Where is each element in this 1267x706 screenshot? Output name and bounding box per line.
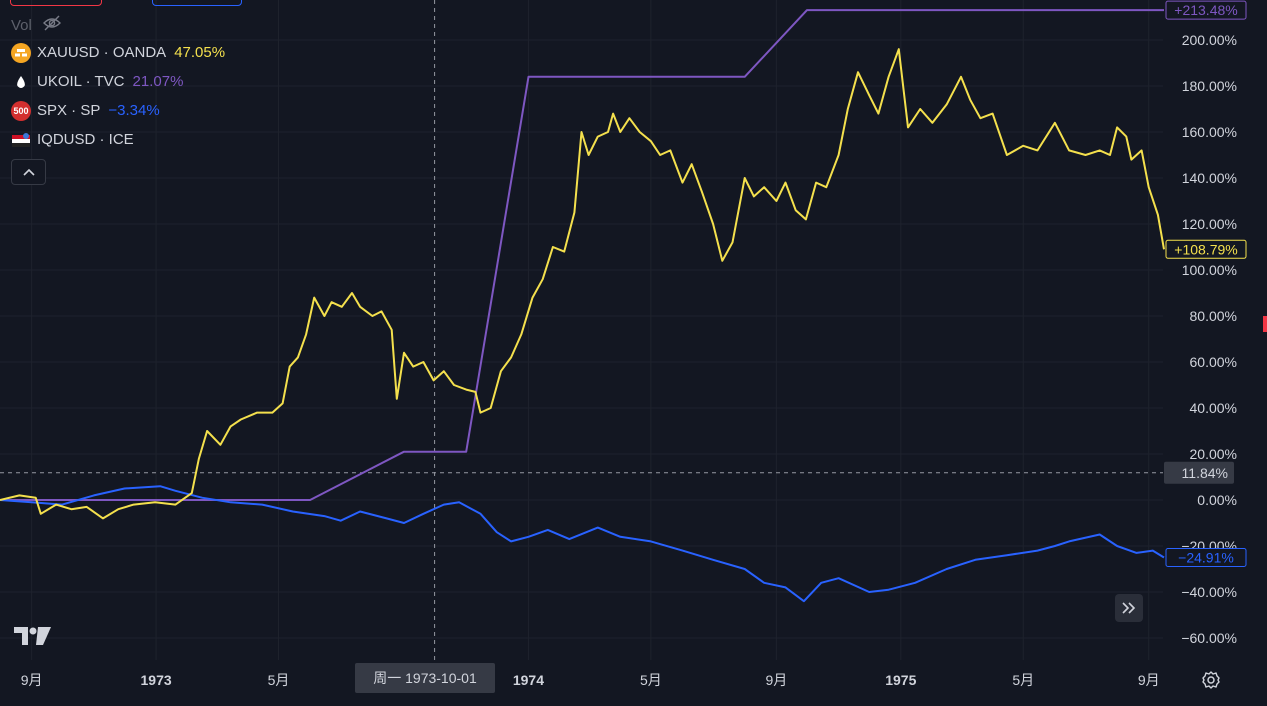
currency-flag-icon — [11, 130, 31, 150]
last-value-label: −24.91% — [1178, 550, 1234, 566]
y-tick-label: 140.00% — [1182, 170, 1237, 186]
sp500-badge-icon: 500 — [11, 100, 31, 121]
legend: Vol XAUUSD · OANDA 47.05% UKOIL · TVC 21… — [11, 12, 225, 154]
legend-item-spx[interactable]: 500 SPX · SP −3.34% — [11, 96, 225, 125]
legend-symbol: IQDUSD · ICE — [37, 131, 134, 148]
crosshair-value-badge — [1164, 461, 1234, 484]
y-tick-label: 120.00% — [1182, 216, 1237, 232]
y-tick-label: 160.00% — [1182, 124, 1237, 140]
legend-value: 47.05% — [174, 44, 226, 61]
series-line-ukoil — [0, 9, 1164, 501]
double-chevron-right-icon — [1122, 602, 1136, 614]
y-tick-label: 200.00% — [1182, 32, 1237, 48]
price-scale-alert-marker — [1263, 316, 1267, 332]
y-tick-label: 60.00% — [1190, 354, 1237, 370]
y-tick-label: −40.00% — [1181, 584, 1237, 600]
chevron-up-icon — [22, 168, 35, 176]
legend-collapse-button[interactable] — [11, 159, 46, 185]
legend-symbol: SPX · SP — [37, 102, 101, 119]
vol-label: Vol — [11, 16, 32, 34]
oil-drop-icon — [11, 72, 31, 92]
gold-bars-icon — [11, 42, 31, 63]
top-button-blue[interactable] — [152, 0, 242, 6]
legend-value: −3.34% — [108, 102, 160, 119]
top-button-red[interactable] — [10, 0, 102, 6]
last-value-label: +213.48% — [1174, 2, 1237, 18]
x-tick-label: 5月 — [268, 672, 290, 688]
y-tick-label: 0.00% — [1197, 492, 1237, 508]
x-tick-label: 5月 — [640, 672, 662, 688]
chart-settings-icon[interactable] — [1200, 669, 1222, 691]
eye-off-icon[interactable] — [42, 15, 62, 35]
scroll-to-realtime-button[interactable] — [1115, 594, 1143, 622]
sp500-badge-text: 500 — [13, 105, 29, 116]
legend-value: 21.07% — [132, 73, 184, 90]
legend-vol-row: Vol — [11, 12, 225, 38]
series-line-xauusd — [0, 48, 1165, 520]
legend-symbol: XAUUSD · OANDA — [37, 44, 167, 61]
x-tick-label: 9月 — [765, 672, 787, 688]
series-line-spx — [0, 485, 1165, 603]
legend-symbol: UKOIL · TVC — [37, 73, 125, 90]
crosshair-value-label: 11.84% — [1182, 465, 1228, 481]
y-tick-label: 80.00% — [1190, 308, 1237, 324]
crosshair-date-label: 周一 1973-10-01 — [355, 663, 495, 693]
legend-item-iqdusd[interactable]: IQDUSD · ICE — [11, 125, 225, 154]
last-value-badge — [1165, 548, 1247, 567]
y-tick-label: 180.00% — [1182, 78, 1237, 94]
y-tick-label: −60.00% — [1181, 630, 1237, 646]
x-tick-label: 1974 — [513, 672, 544, 688]
x-tick-label: 1975 — [885, 672, 916, 688]
y-tick-label: 100.00% — [1182, 262, 1237, 278]
last-value-label: +108.79% — [1174, 241, 1237, 257]
legend-item-ukoil[interactable]: UKOIL · TVC 21.07% — [11, 67, 225, 96]
last-value-badge — [1165, 239, 1247, 259]
last-value-badge — [1165, 0, 1247, 20]
x-tick-label: 5月 — [1012, 672, 1034, 688]
y-tick-label: 20.00% — [1190, 446, 1237, 462]
x-tick-label: 1973 — [141, 672, 172, 688]
tradingview-logo — [14, 627, 52, 650]
legend-item-xauusd[interactable]: XAUUSD · OANDA 47.05% — [11, 38, 225, 67]
y-tick-label: 40.00% — [1190, 400, 1237, 416]
x-tick-label: 9月 — [21, 672, 43, 688]
x-tick-label: 9月 — [1138, 672, 1160, 688]
